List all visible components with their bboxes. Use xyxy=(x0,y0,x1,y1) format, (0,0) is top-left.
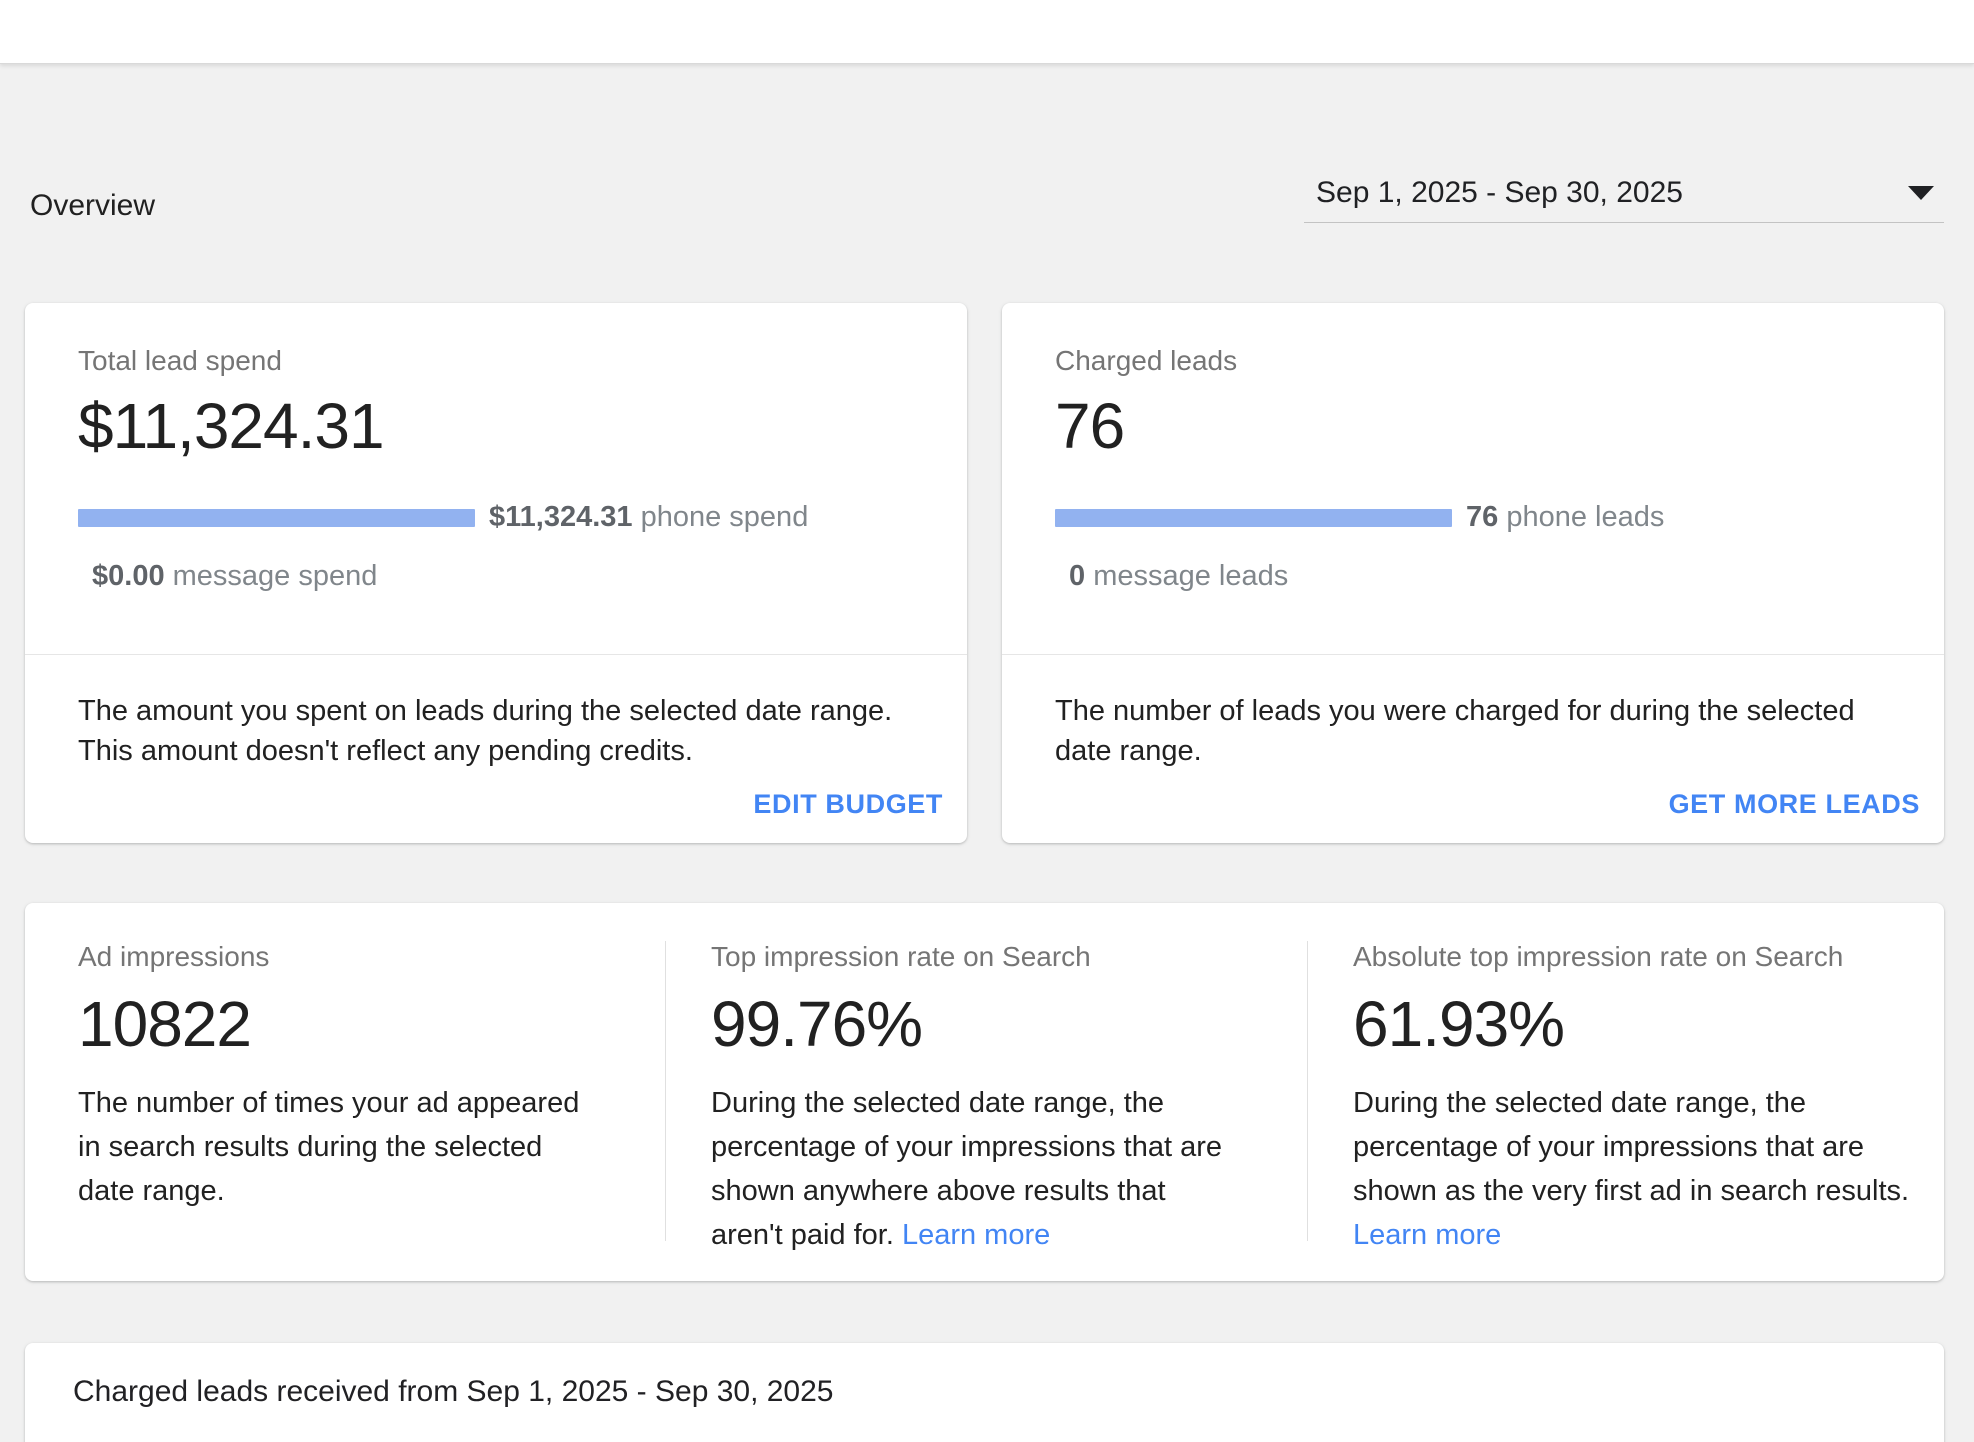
total-lead-spend-upper: Total lead spend $11,324.31 $11,324.31 p… xyxy=(25,303,967,655)
message-spend-row: $0.00 message spend xyxy=(78,560,947,593)
message-spend-label: message spend xyxy=(164,560,378,592)
get-more-leads-button[interactable]: GET MORE LEADS xyxy=(1668,789,1920,819)
charged-leads-description: The number of leads you were charged for… xyxy=(1055,695,1855,767)
message-leads-label: message leads xyxy=(1085,560,1289,592)
phone-leads-label: phone leads xyxy=(1498,501,1665,533)
message-leads-row: 0 message leads xyxy=(1055,560,1924,593)
charged-leads-card: Charged leads 76 76 phone leads 0 messag… xyxy=(1002,303,1944,843)
charged-leads-table-card: Charged leads received from Sep 1, 2025 … xyxy=(25,1343,1944,1442)
phone-spend-bar xyxy=(78,508,475,527)
vertical-divider xyxy=(1307,941,1308,1241)
card-label: Charged leads xyxy=(1055,345,1238,376)
stat-label: Ad impressions xyxy=(78,941,270,972)
absolute-top-impression-rate-value: 61.93% xyxy=(1353,988,1565,1060)
date-range-selector[interactable]: Sep 1, 2025 - Sep 30, 2025 xyxy=(1304,176,1944,223)
ad-impressions-stat: Ad impressions 10822 The number of times… xyxy=(25,903,665,1281)
learn-more-link[interactable]: Learn more xyxy=(1353,1219,1502,1251)
stat-description: During the selected date range, the perc… xyxy=(1353,1087,1910,1207)
stat-description: The number of times your ad appeared in … xyxy=(78,1087,580,1207)
impression-stats-card: Ad impressions 10822 The number of times… xyxy=(25,903,1944,1281)
charged-leads-table-title: Charged leads received from Sep 1, 2025 … xyxy=(73,1375,834,1408)
stat-description: During the selected date range, the perc… xyxy=(711,1087,1222,1251)
top-navigation-bar xyxy=(0,0,1974,64)
learn-more-link[interactable]: Learn more xyxy=(901,1219,1051,1251)
total-lead-spend-value: $11,324.31 xyxy=(78,390,385,462)
total-lead-spend-lower: The amount you spent on leads during the… xyxy=(25,655,967,843)
charged-leads-lower: The number of leads you were charged for… xyxy=(1002,655,1944,843)
charged-leads-upper: Charged leads 76 76 phone leads 0 messag… xyxy=(1002,303,1944,655)
phone-spend-label: phone spend xyxy=(632,501,809,533)
card-label: Total lead spend xyxy=(78,345,282,376)
ad-impressions-value: 10822 xyxy=(78,988,252,1060)
top-impression-rate-stat: Top impression rate on Search 99.76% Dur… xyxy=(666,903,1307,1281)
top-impression-rate-value: 99.76% xyxy=(711,988,923,1060)
stat-label: Top impression rate on Search xyxy=(711,941,1091,972)
summary-cards-row: Total lead spend $11,324.31 $11,324.31 p… xyxy=(25,303,1944,843)
phone-spend-row: $11,324.31 phone spend xyxy=(78,501,947,534)
date-range-label: Sep 1, 2025 - Sep 30, 2025 xyxy=(1316,176,1683,209)
page-title: Overview xyxy=(30,189,156,222)
phone-spend-amount: $11,324.31 xyxy=(489,501,633,533)
total-lead-spend-card: Total lead spend $11,324.31 $11,324.31 p… xyxy=(25,303,967,843)
vertical-divider xyxy=(665,941,666,1241)
edit-budget-button[interactable]: EDIT BUDGET xyxy=(753,789,943,819)
charged-leads-value: 76 xyxy=(1055,390,1125,462)
caret-down-icon xyxy=(1908,186,1934,200)
overview-content: Overview Sep 1, 2025 - Sep 30, 2025 Tota… xyxy=(0,176,1974,1442)
stat-label: Absolute top impression rate on Search xyxy=(1353,941,1844,972)
title-row: Overview Sep 1, 2025 - Sep 30, 2025 xyxy=(25,176,1944,223)
message-leads-count: 0 xyxy=(1069,560,1086,592)
phone-leads-bar xyxy=(1055,508,1452,527)
absolute-top-impression-rate-stat: Absolute top impression rate on Search 6… xyxy=(1308,903,1944,1281)
phone-leads-row: 76 phone leads xyxy=(1055,501,1924,534)
phone-leads-count: 76 xyxy=(1466,501,1499,533)
total-lead-spend-description: The amount you spent on leads during the… xyxy=(78,695,893,767)
message-spend-amount: $0.00 xyxy=(92,560,165,592)
